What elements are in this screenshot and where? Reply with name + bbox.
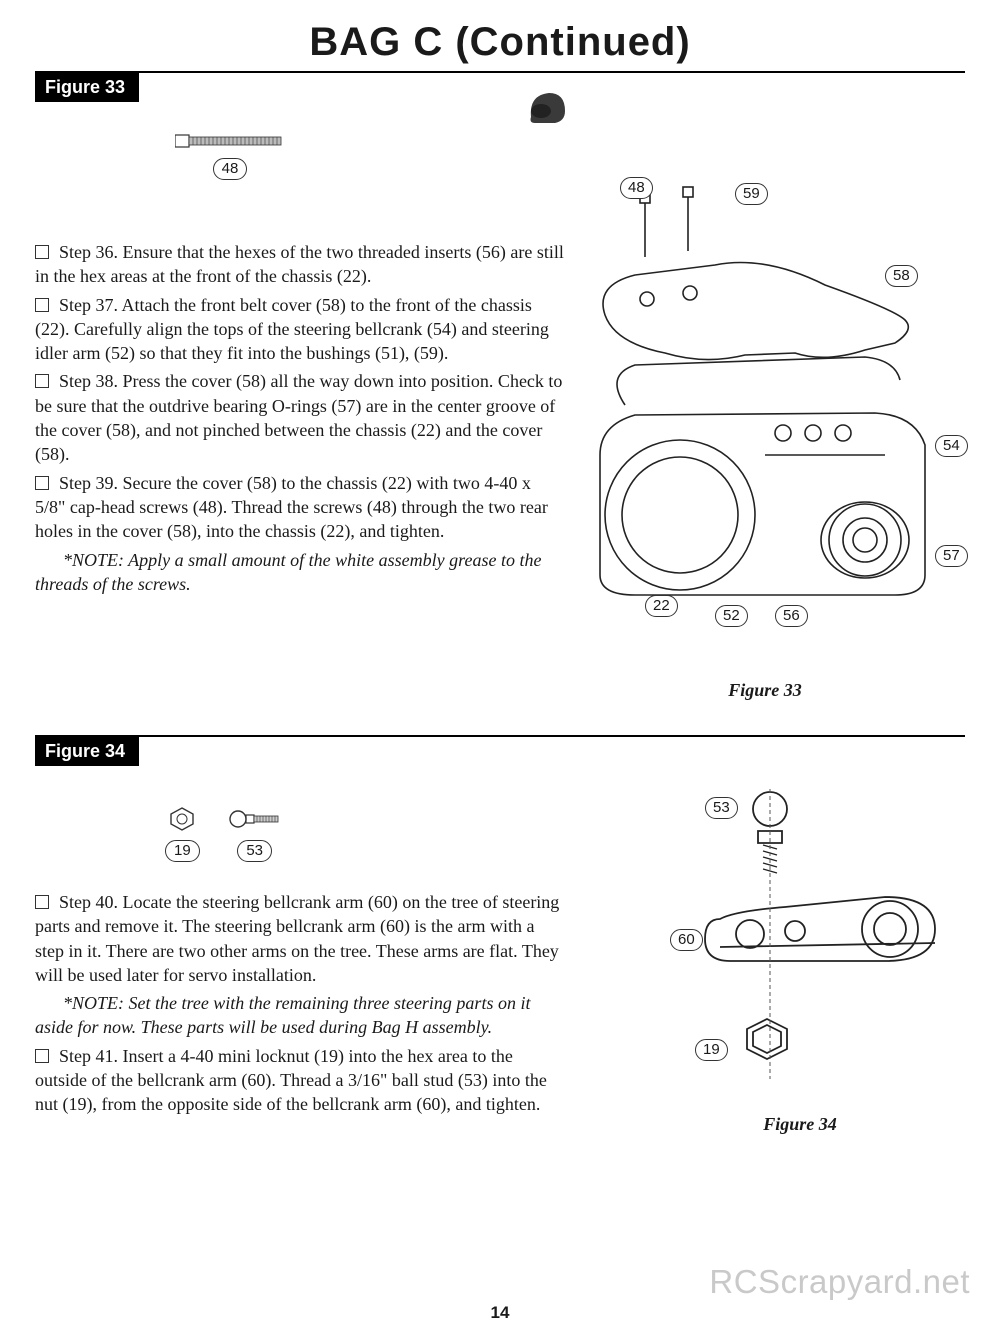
callout-53: 53 bbox=[705, 797, 738, 819]
callout-57: 57 bbox=[935, 545, 968, 567]
figure-33-tag: Figure 33 bbox=[35, 73, 139, 102]
divider bbox=[35, 735, 965, 737]
callout-19: 19 bbox=[695, 1039, 728, 1061]
step-41: Step 41. Insert a 4-40 mini locknut (19)… bbox=[35, 1044, 565, 1117]
step-39: Step 39. Secure the cover (58) to the ch… bbox=[35, 471, 565, 544]
callout-54: 54 bbox=[935, 435, 968, 457]
part-label: 53 bbox=[237, 840, 272, 862]
checkbox-icon bbox=[35, 895, 49, 909]
part-label: 19 bbox=[165, 840, 200, 862]
helmet-icon bbox=[525, 87, 569, 132]
step-40: Step 40. Locate the steering bellcrank a… bbox=[35, 890, 565, 987]
divider bbox=[35, 71, 965, 73]
callout-60: 60 bbox=[670, 929, 703, 951]
callout-59: 59 bbox=[735, 183, 768, 205]
checkbox-icon bbox=[35, 374, 49, 388]
diagram-33: 48 59 58 54 57 56 52 22 Figure 33 bbox=[565, 175, 965, 701]
checkbox-icon bbox=[35, 476, 49, 490]
step-37: Step 37. Attach the front belt cover (58… bbox=[35, 293, 565, 366]
figure-34-section: Figure 34 19 53 Step 40. Locate the stee… bbox=[35, 739, 965, 1219]
screw-icon bbox=[175, 132, 285, 150]
checkbox-icon bbox=[35, 1049, 49, 1063]
hexnut-icon bbox=[168, 806, 196, 832]
parts-row-33: 48 bbox=[175, 132, 965, 180]
text-column-33: Step 36. Ensure that the hexes of the tw… bbox=[35, 240, 565, 596]
assembly-diagram-33 bbox=[565, 175, 965, 635]
figure-33-section: Figure 33 48 Step 36. Ensure that the he… bbox=[35, 75, 965, 715]
text-column-34: Step 40. Locate the steering bellcrank a… bbox=[35, 890, 565, 1117]
figure-33-caption: Figure 33 bbox=[565, 680, 965, 701]
callout-58: 58 bbox=[885, 265, 918, 287]
ballstud-icon bbox=[228, 806, 282, 832]
callout-48: 48 bbox=[620, 177, 653, 199]
step-36: Step 36. Ensure that the hexes of the tw… bbox=[35, 240, 565, 289]
figure-34-tag: Figure 34 bbox=[35, 737, 139, 766]
figure-34-caption: Figure 34 bbox=[635, 1114, 965, 1135]
part-ballstud-53: 53 bbox=[228, 806, 282, 862]
page-number: 14 bbox=[491, 1303, 510, 1323]
note-33: *NOTE: Apply a small amount of the white… bbox=[35, 548, 565, 597]
step-38: Step 38. Press the cover (58) all the wa… bbox=[35, 369, 565, 466]
page-title: BAG C (Continued) bbox=[35, 20, 965, 65]
watermark: RCScrapyard.net bbox=[709, 1263, 970, 1301]
callout-52: 52 bbox=[715, 605, 748, 627]
part-screw-48: 48 bbox=[175, 132, 285, 180]
part-label: 48 bbox=[213, 158, 248, 180]
callout-22: 22 bbox=[645, 595, 678, 617]
callout-56: 56 bbox=[775, 605, 808, 627]
part-nut-19: 19 bbox=[165, 806, 200, 862]
diagram-34: 53 60 19 Figure 34 bbox=[635, 779, 965, 1135]
note-34: *NOTE: Set the tree with the remaining t… bbox=[35, 991, 565, 1040]
checkbox-icon bbox=[35, 298, 49, 312]
checkbox-icon bbox=[35, 245, 49, 259]
